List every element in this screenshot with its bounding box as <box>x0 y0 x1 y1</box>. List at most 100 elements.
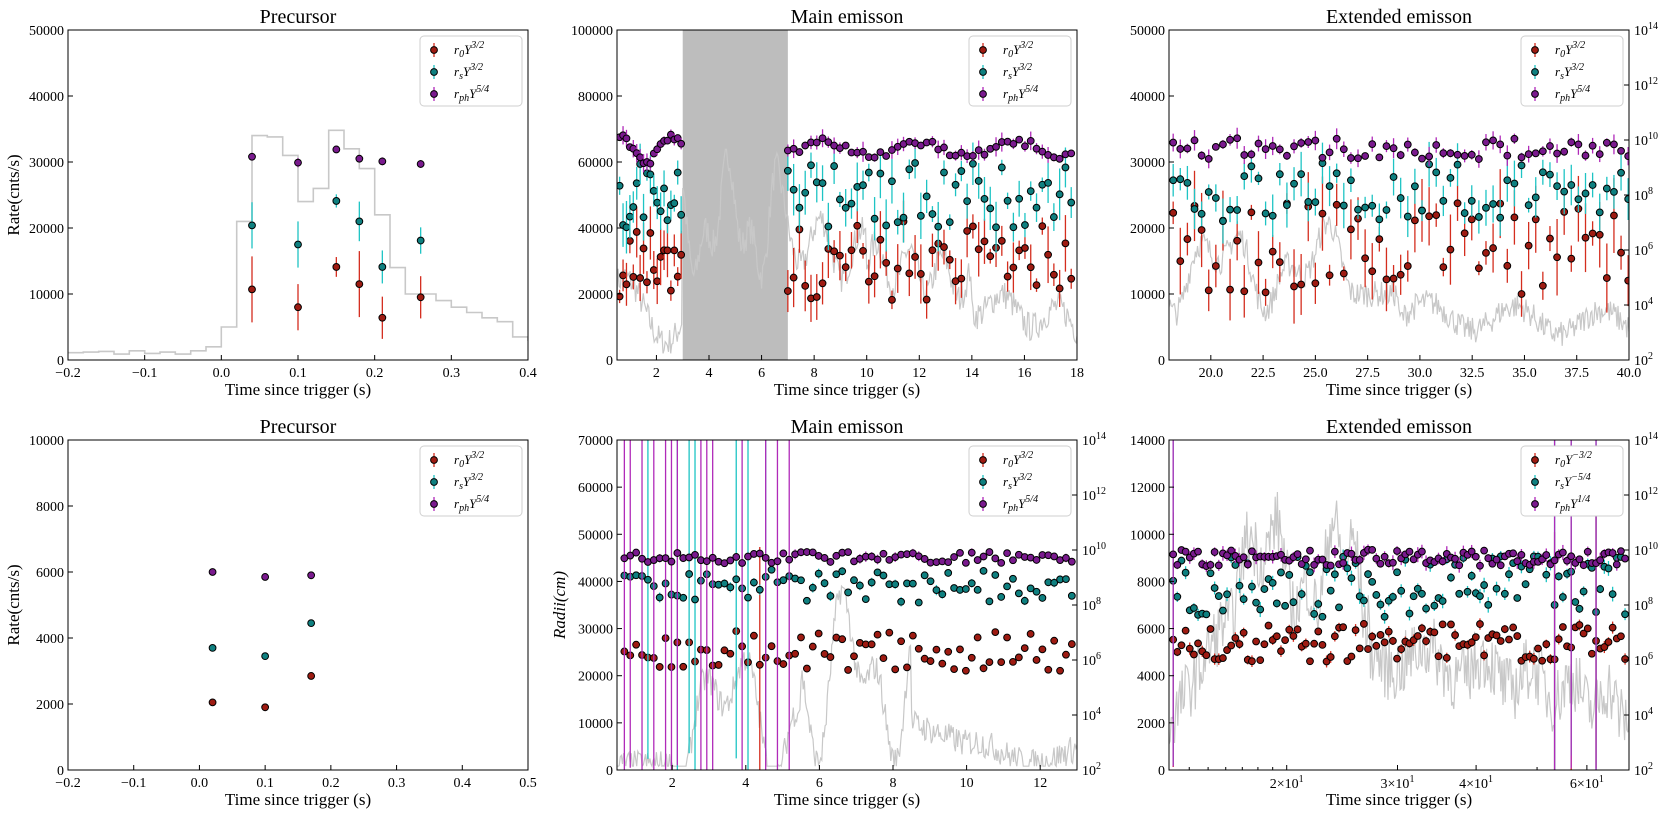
data-point <box>1256 605 1265 614</box>
data-point <box>1293 550 1302 559</box>
x-tick-label: 32.5 <box>1460 366 1485 381</box>
y-axis: 0 2000 4000 6000 8000 10000 12000 14000 <box>1130 434 1174 779</box>
data-point <box>957 167 966 175</box>
data-point <box>1227 641 1236 650</box>
data-point <box>1467 547 1476 556</box>
data-point <box>1405 609 1414 618</box>
y2-tick-label: 102 <box>1634 761 1653 779</box>
data-point <box>974 177 983 185</box>
data-point <box>1015 135 1024 144</box>
y-tick-label: 4000 <box>36 632 64 647</box>
data-point <box>841 263 850 272</box>
x-tick-label: 8 <box>890 776 897 791</box>
data-point <box>1560 147 1569 156</box>
legend-entry-rph: rphY5/4 <box>454 494 489 514</box>
data-point <box>1588 141 1597 150</box>
data-point <box>1183 178 1192 187</box>
data-point <box>1290 179 1298 188</box>
y-tick-label: 30000 <box>29 156 64 171</box>
legend-entry-rph: rphY1/4 <box>1555 494 1590 514</box>
data-point <box>1509 623 1518 632</box>
data-point <box>873 568 882 577</box>
data-point <box>1471 552 1480 561</box>
data-point <box>720 579 729 588</box>
legend-entry-rs: rsY3/2 <box>454 62 483 82</box>
data-point <box>1003 549 1011 558</box>
legend-box <box>1520 35 1624 107</box>
data-point <box>1384 627 1393 636</box>
data-point <box>1248 582 1256 591</box>
panel-2: 2 4 6 8 10 12 14 16 18 Time since trigger (s) 0 200… <box>571 6 1084 399</box>
data-point <box>967 653 976 662</box>
data-point <box>940 143 948 152</box>
data-point <box>1554 635 1563 644</box>
data-point <box>888 177 896 186</box>
data-point <box>882 258 891 267</box>
data-point <box>1247 208 1256 217</box>
data-point <box>1061 239 1070 248</box>
data-point <box>1524 241 1533 250</box>
data-point <box>1049 270 1058 279</box>
data-point <box>1509 549 1518 558</box>
data-point <box>1482 138 1490 147</box>
data-point <box>956 548 964 557</box>
data-point <box>1538 147 1547 156</box>
data-point <box>1310 639 1319 648</box>
data-point <box>1219 217 1227 225</box>
y2-tick-label: 1014 <box>1634 21 1658 39</box>
data-point <box>1026 187 1035 196</box>
panel-title: Precursor <box>260 416 337 438</box>
data-point <box>1467 215 1476 224</box>
data-point <box>1318 555 1327 564</box>
data-point <box>789 273 798 282</box>
plot-area <box>208 568 316 712</box>
x-tick-label: 10 <box>960 776 974 791</box>
data-point <box>920 555 929 563</box>
y-tick-label: 0 <box>1158 764 1165 779</box>
y-tick-label: 2000 <box>1137 717 1165 732</box>
data-point <box>1581 151 1590 160</box>
data-point <box>1361 203 1370 212</box>
data-point <box>1425 152 1434 161</box>
data-point <box>944 647 953 656</box>
data-point <box>660 184 668 193</box>
data-point <box>1610 187 1618 196</box>
data-point <box>1335 603 1343 612</box>
data-point <box>783 166 792 175</box>
y-tick-label: 40000 <box>578 575 613 590</box>
data-point <box>1581 233 1590 242</box>
data-point <box>986 204 995 213</box>
data-point <box>1214 592 1223 600</box>
x-tick-label: 18 <box>1070 366 1084 381</box>
data-point <box>1542 551 1551 559</box>
data-point <box>1252 598 1260 607</box>
data-point <box>1293 625 1302 634</box>
data-point <box>1389 592 1397 601</box>
data-point <box>1447 620 1455 629</box>
data-point <box>629 273 638 281</box>
data-point <box>1442 653 1451 662</box>
data-point <box>928 246 937 255</box>
x-tick-label: 27.5 <box>1355 366 1380 381</box>
data-point <box>1325 182 1334 191</box>
data-point <box>997 558 1006 567</box>
legend-entry-rs: rsY3/2 <box>1003 472 1032 492</box>
light-curve <box>1169 491 1629 745</box>
data-point <box>1389 637 1397 645</box>
data-point <box>1575 621 1584 629</box>
x-tick-label: −0.1 <box>132 366 157 381</box>
data-point <box>378 263 387 271</box>
data-point <box>1505 635 1513 644</box>
data-point <box>1432 141 1441 149</box>
data-point <box>1038 594 1047 602</box>
legend-entry-r0: r0Y3/2 <box>454 40 484 60</box>
data-point <box>1306 657 1314 666</box>
data-point <box>1240 151 1249 159</box>
data-point <box>1214 561 1223 570</box>
y2-tick-label: 102 <box>1634 351 1653 369</box>
data-point <box>1588 181 1597 189</box>
data-point <box>1439 197 1448 205</box>
data-point <box>1617 146 1625 155</box>
data-point <box>1210 584 1219 592</box>
